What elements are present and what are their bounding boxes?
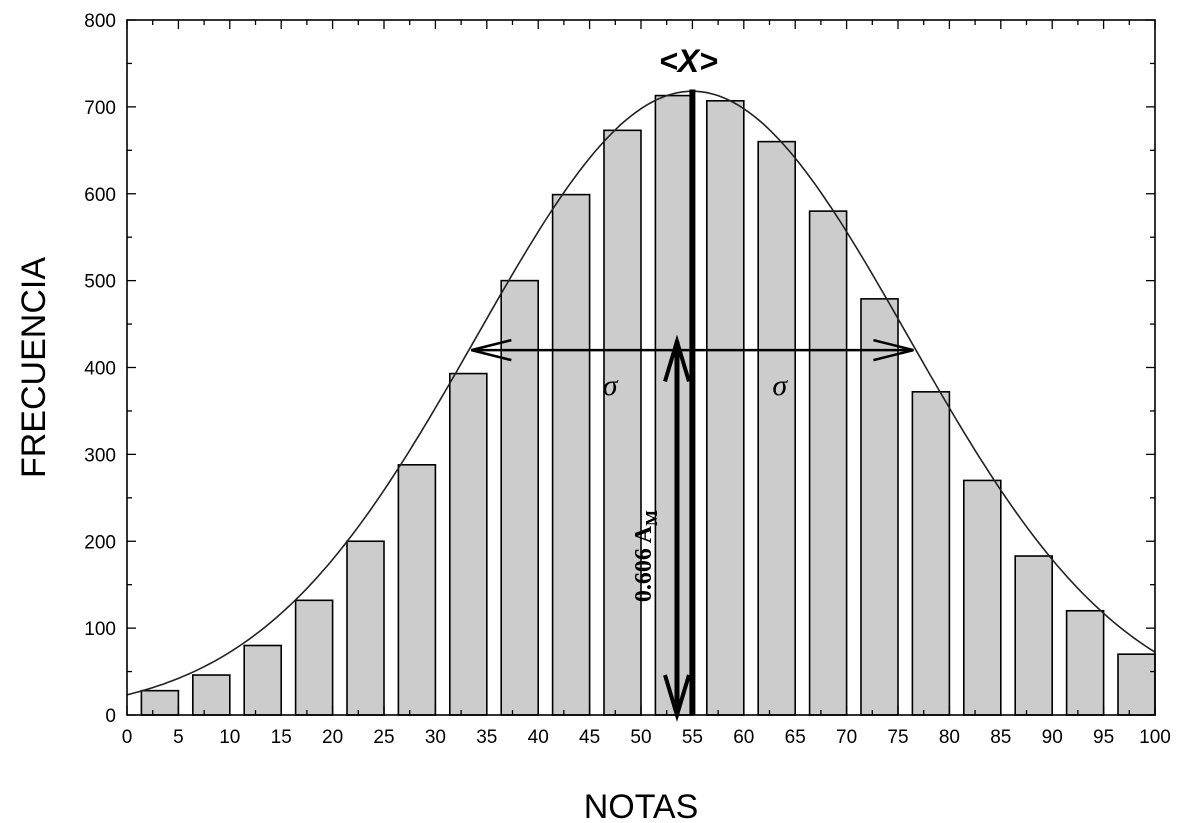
x-tick-label: 35 [476,727,497,748]
x-tick-label: 0 [122,727,133,748]
height-arrowhead-top [663,334,691,383]
x-tick-label: 55 [682,727,703,748]
x-tick-label: 65 [785,727,806,748]
height-arrowhead-bottom [663,674,691,722]
y-tick-label: 800 [84,11,116,32]
x-tick-label: 100 [1139,727,1171,748]
bar-70-75 [860,298,899,716]
axis-ticks [126,19,1156,716]
bar-90-95 [1065,609,1105,716]
x-tick-label: 70 [836,727,857,748]
bar-35-40 [500,279,539,716]
x-tick-label: 60 [733,727,754,748]
sigma-arrowhead-left [471,338,512,362]
bar-30-35 [448,372,488,716]
height-label-subscript: M [642,510,661,526]
sigma-arrowhead-right [873,338,914,362]
x-axis-title: NOTAS [584,788,699,823]
bar-40-45 [551,193,591,716]
y-tick-labels: 0 100 200 300 400 500 600 700 800 [84,11,116,727]
x-tick-label: 20 [322,727,343,748]
sigma-label-left: σ [603,369,619,402]
x-tick-label: 15 [271,727,292,748]
y-tick-label: 500 [84,272,116,293]
y-tick-label: 0 [105,706,116,727]
x-tick-label: 40 [528,727,549,748]
bar-55-60 [705,99,745,716]
x-tick-label: 10 [219,727,240,748]
x-tick-label: 50 [630,727,651,748]
x-tick-label: 80 [939,727,960,748]
x-tick-label: 95 [1093,727,1114,748]
mean-label: <X> [659,43,718,79]
x-tick-label: 5 [173,727,184,748]
x-tick-labels: 0 5 10 15 20 25 30 35 40 45 50 55 60 65 70 75 80 85 90 95 10… [122,727,1171,748]
bar-65-70 [808,210,848,716]
bar-80-85 [962,479,1002,716]
bar-5-10 [191,674,231,716]
gaussian-curve [126,90,1156,696]
x-tick-label: 85 [990,727,1011,748]
x-tick-label: 75 [887,727,908,748]
bar-15-20 [294,599,334,716]
x-tick-label: 30 [425,727,446,748]
y-tick-label: 300 [84,445,116,466]
y-tick-label: 200 [84,532,116,553]
bar-95-100 [1117,653,1156,716]
bar-10-15 [243,644,283,716]
bar-20-25 [346,540,385,716]
x-tick-label: 25 [373,727,394,748]
bar-45-50 [603,129,642,716]
bar-25-30 [397,463,437,716]
x-tick-label: 90 [1042,727,1063,748]
bar-0-5 [140,689,180,716]
annotations: <X>σ σ0.606 AM [471,43,914,722]
y-axis-title: FRECUENCIA [15,257,53,478]
y-tick-label: 700 [84,98,116,119]
x-tick-label: 45 [579,727,600,748]
bar-85-90 [1014,555,1054,716]
y-tick-label: 100 [84,619,116,640]
bar-75-80 [911,391,951,716]
bars-group [140,94,1156,716]
y-tick-label: 600 [84,185,116,206]
bar-50-55 [654,94,694,716]
y-tick-label: 400 [84,359,116,380]
bar-60-65 [757,140,797,716]
sigma-label-right: σ [772,369,788,402]
